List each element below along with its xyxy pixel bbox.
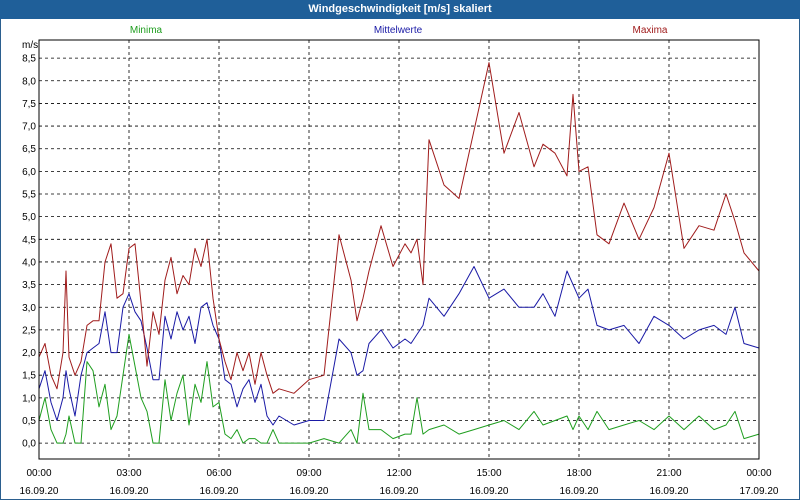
x-tick-label: 18:00 — [566, 468, 591, 479]
y-tick-label: 3,5 — [22, 280, 36, 291]
x-tick-label: 12:00 — [386, 468, 411, 479]
x-tick-date: 16.09.20 — [290, 486, 329, 497]
y-tick-label: 6,0 — [22, 167, 36, 178]
y-tick-label: 5,0 — [22, 212, 36, 223]
y-tick-label: 7,0 — [22, 122, 36, 133]
legend: Minima Mittelwerte Maxima — [130, 25, 668, 36]
y-tick-label: 8,5 — [22, 54, 36, 65]
legend-minima: Minima — [130, 25, 163, 36]
legend-mittelwerte: Mittelwerte — [374, 25, 423, 36]
y-tick-label: 4,5 — [22, 235, 36, 246]
series-line-minima — [38, 333, 760, 444]
x-tick-label: 03:00 — [116, 468, 141, 479]
y-tick-label: 0,5 — [22, 416, 36, 427]
x-tick-label: 21:00 — [656, 468, 681, 479]
y-tick-label: 2,0 — [22, 348, 36, 359]
x-tick-date: 17.09.20 — [740, 486, 779, 497]
plot-border — [38, 39, 760, 460]
x-tick-label: 15:00 — [476, 468, 501, 479]
x-tick-date: 16.09.20 — [200, 486, 239, 497]
x-tick-date: 16.09.20 — [650, 486, 689, 497]
y-tick-label: 5,5 — [22, 190, 36, 201]
legend-maxima: Maxima — [632, 25, 667, 36]
x-tick-date: 16.09.20 — [470, 486, 509, 497]
x-tick-label: 09:00 — [296, 468, 321, 479]
x-tick-date: 16.09.20 — [110, 486, 149, 497]
x-tick-date: 16.09.20 — [560, 486, 599, 497]
y-tick-label: 1,5 — [22, 371, 36, 382]
series-lines — [38, 62, 760, 444]
series-line-mittelwerte — [38, 266, 760, 426]
y-tick-label: 0,0 — [22, 439, 36, 450]
y-tick-labels: 0,0 0,5 1,0 1,5 2,0 2,5 3,0 3,5 4,0 4,5 5,0 5,5 6,0 6… — [22, 54, 36, 450]
x-tick-date: 16.09.20 — [20, 486, 59, 497]
grid — [39, 40, 759, 459]
x-tick-label: 00:00 — [26, 468, 51, 479]
y-tick-label: 3,0 — [22, 303, 36, 314]
y-tick-label: 7,5 — [22, 99, 36, 110]
y-tick-label: 1,0 — [22, 393, 36, 404]
y-tick-label: 4,0 — [22, 257, 36, 268]
y-tick-label: 6,5 — [22, 144, 36, 155]
x-tick-label: 00:00 — [746, 468, 771, 479]
y-tick-label: 8,0 — [22, 76, 36, 87]
y-tick-label: 2,5 — [22, 325, 36, 336]
x-tick-date: 16.09.20 — [380, 486, 419, 497]
x-tick-label: 06:00 — [206, 468, 231, 479]
x-tick-labels: 00:00 16.09.20 03:00 16.09.20 06:00 16.09.20 0… — [20, 468, 779, 497]
chart-title: Windgeschwindigkeit [m/s] skaliert — [0, 0, 800, 19]
series-line-maxima — [38, 62, 760, 394]
y-axis-label: m/s — [22, 40, 38, 51]
